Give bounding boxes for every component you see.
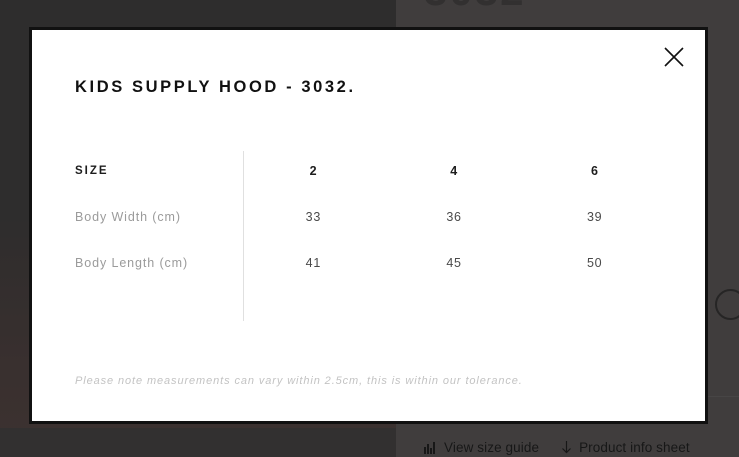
modal-title: KIDS SUPPLY HOOD - 3032. bbox=[75, 78, 356, 96]
download-arrow-icon bbox=[561, 441, 572, 454]
product-info-sheet-label: Product info sheet bbox=[579, 440, 690, 455]
size-table: SIZE 2 4 6 Body Width (cm) 33 36 39 Body… bbox=[75, 148, 665, 286]
table-column-divider bbox=[243, 151, 244, 321]
table-header-row: SIZE 2 4 6 bbox=[75, 148, 665, 194]
table-header-size-6: 6 bbox=[590, 164, 599, 178]
body-width-size-4: 36 bbox=[446, 210, 462, 224]
view-size-guide-label: View size guide bbox=[444, 440, 540, 455]
product-info-sheet-link[interactable]: Product info sheet bbox=[561, 440, 690, 455]
product-links: View size guide Product info sheet bbox=[424, 440, 690, 455]
product-code-heading: 3032 bbox=[424, 0, 525, 12]
row-label-body-width: Body Width (cm) bbox=[75, 210, 181, 224]
size-guide-modal: KIDS SUPPLY HOOD - 3032. SIZE 2 4 6 Body… bbox=[29, 27, 708, 424]
body-length-size-4: 45 bbox=[446, 256, 462, 270]
body-length-size-2: 41 bbox=[305, 256, 321, 270]
measurement-tolerance-note: Please note measurements can vary within… bbox=[75, 375, 523, 387]
table-header-size-label: SIZE bbox=[75, 165, 109, 177]
row-label-body-length: Body Length (cm) bbox=[75, 256, 189, 270]
body-width-size-2: 33 bbox=[305, 210, 321, 224]
table-row: Body Width (cm) 33 36 39 bbox=[75, 194, 665, 240]
body-width-size-6: 39 bbox=[587, 210, 603, 224]
table-header-size-4: 4 bbox=[450, 164, 458, 178]
close-button[interactable] bbox=[657, 40, 691, 74]
table-row: Body Length (cm) 41 45 50 bbox=[75, 240, 665, 286]
view-size-guide-link[interactable]: View size guide bbox=[424, 440, 539, 455]
size-chart-icon bbox=[424, 441, 437, 454]
close-icon bbox=[663, 46, 685, 68]
body-length-size-6: 50 bbox=[587, 256, 603, 270]
table-header-size-2: 2 bbox=[309, 164, 318, 178]
color-swatch-outlined[interactable] bbox=[715, 289, 739, 320]
thumbnail-strip[interactable] bbox=[0, 428, 396, 457]
